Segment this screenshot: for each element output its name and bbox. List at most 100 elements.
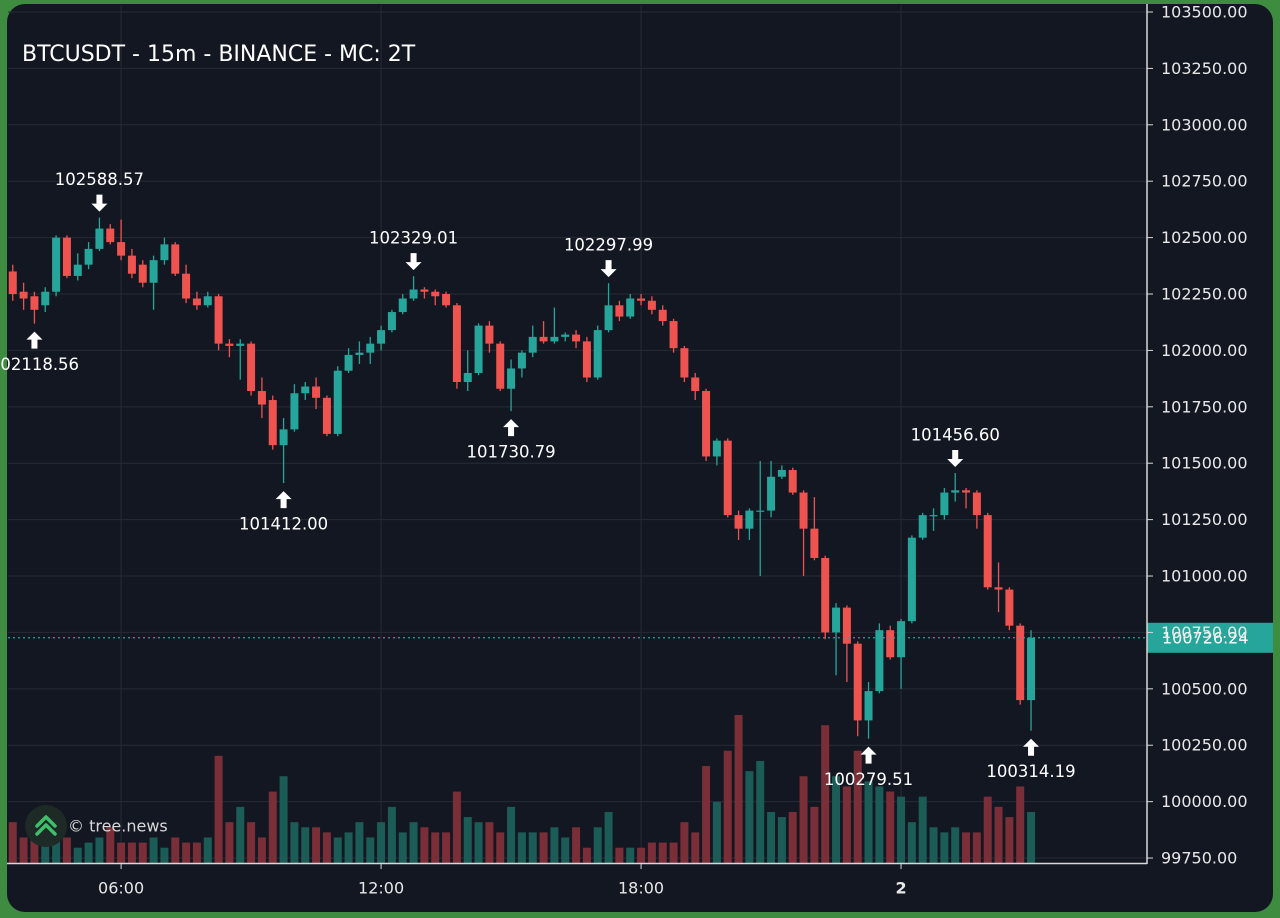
volume-bar [572,827,581,863]
volume-bar [983,796,992,863]
volume-bar [680,822,689,863]
candle-body [247,343,256,392]
candle-body [236,343,245,346]
volume-bar [214,755,223,863]
volume-bar [777,817,786,863]
annotation-arrow [1023,738,1040,756]
annotation-arrow [405,253,422,271]
volume-bar [279,776,288,863]
volume-bar [669,842,678,863]
volume-bar [593,827,602,863]
annotation-label: 101730.79 [466,443,555,462]
candle-body [593,330,602,378]
chart-title: BTCUSDT - 15m - BINANCE - MC: 2T [22,42,416,67]
candle-body [983,515,992,588]
candle-body [117,242,126,256]
overlay: 100726.24 102588.57 102118.56 101412.00 1023… [0,170,1273,789]
volume-bar [821,725,830,863]
candle-body [712,440,721,457]
last-price-badge [1147,622,1273,653]
candle-body [832,607,841,633]
volume-bar [366,837,375,863]
candle-body [171,244,180,274]
y-tick-label: 103250.00 [1161,59,1248,78]
candle-body [344,354,353,371]
candle-body [312,386,321,398]
volume-bar [431,832,440,863]
y-tick-label: 103500.00 [1161,2,1248,21]
candle-body [561,334,570,337]
candle-body [788,469,797,493]
y-tick-label: 101500.00 [1161,454,1248,473]
annotation-label: 100314.19 [986,762,1075,781]
candle-body [409,289,418,299]
candle-body [918,515,927,538]
annotation-label: 101456.60 [911,426,1000,445]
volume-bar [1027,811,1036,863]
candle-body [539,336,548,342]
volume-bar [377,822,386,863]
candle-body [799,492,808,529]
candle-body [279,429,288,446]
candle-body [550,336,559,342]
volume-bar [561,837,570,863]
candle-body [745,510,754,529]
annotation-label: 100279.51 [824,770,913,789]
candle-body [886,630,895,658]
candle-body [203,296,212,306]
volume-bar [1005,817,1014,863]
volume-bar [810,806,819,863]
volume-bar [73,847,82,863]
candle-body [626,298,635,317]
volume-bar [897,796,906,863]
volume-bar [647,842,656,863]
annotation-label: 102118.56 [0,355,79,374]
annotation-arrow [947,450,964,468]
volume-bar [236,806,245,863]
volume-bar [832,776,841,863]
candle-body [994,587,1003,590]
volume-bar [452,791,461,863]
volume-bar [149,837,158,863]
x-tick-label: 18:00 [618,879,664,898]
volume-bar [842,786,851,863]
volume-bar [582,847,591,863]
candle-body [517,352,526,369]
volume-bar [626,847,635,863]
volume-bar [106,827,115,863]
annotation-arrow [503,419,520,437]
volume-bar [290,822,299,863]
volume-bar [30,837,39,863]
candle-body [19,291,28,299]
volume-bar [723,750,732,863]
grid [8,5,1147,863]
volume-bar [712,801,721,863]
candle-body [127,255,136,274]
y-tick-label: 100750.00 [1161,623,1248,642]
volume-bar [138,842,147,863]
annotation-label: 102588.57 [55,170,144,189]
volume-bar [972,832,981,863]
candle-body [387,312,396,331]
volume-bar [539,832,548,863]
candle-body [691,377,700,392]
volume-bar [496,832,505,863]
volume-bar [160,847,169,863]
candle-body [496,343,505,389]
candle-body [929,515,938,517]
volume-bar [203,837,212,863]
volume-bar [333,837,342,863]
candle-body [463,372,472,382]
volume-bar [442,832,451,863]
candle-body [582,341,591,378]
watermark: © tree.news [25,805,168,847]
volume-bar [864,781,873,863]
annotation-arrow [275,491,292,509]
annotation-arrow [26,331,43,349]
candle-body [192,298,201,306]
annotation-arrow [600,260,617,278]
candle-body [907,537,916,622]
volume-bar [171,837,180,863]
